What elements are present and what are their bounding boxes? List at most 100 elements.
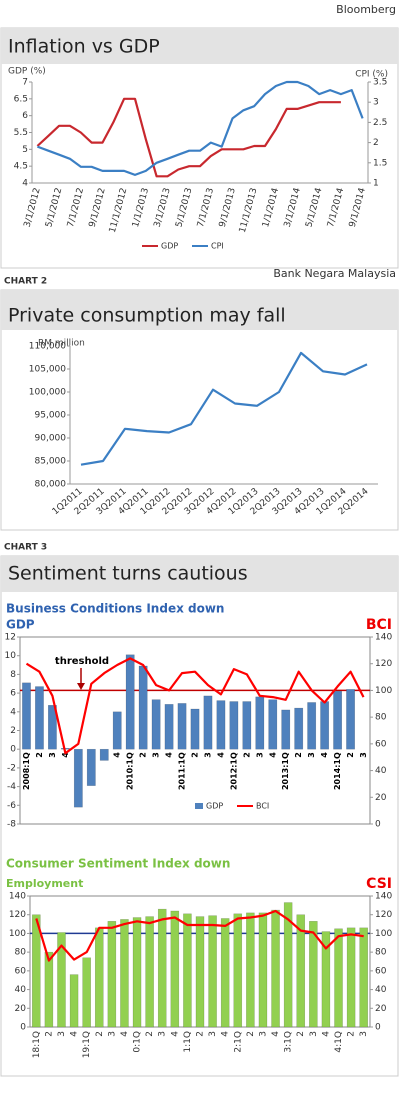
bar [151, 699, 161, 750]
bar [73, 748, 83, 808]
bar [57, 932, 66, 1028]
y-tick-label: 4.5 [14, 162, 28, 172]
bar [255, 696, 265, 750]
y2-tick-label: 1.5 [373, 158, 387, 168]
x-tick-label: 2 [44, 1031, 54, 1037]
panel-header [1, 556, 398, 592]
x-tick-label: 11/1/2013 [238, 187, 260, 234]
y2-tick-label: 140 [375, 633, 392, 643]
y-tick-label: 7 [22, 78, 28, 88]
x-tick-label: 3 [203, 752, 212, 758]
y-tick-label: 10 [5, 651, 17, 661]
bar [283, 902, 293, 1028]
y-tick-label: 4 [22, 179, 28, 189]
y2-tick-label: 40 [375, 985, 387, 995]
x-tick-label: 2 [246, 1031, 256, 1037]
x-tick-label: 2 [294, 752, 303, 758]
y-tick-label: -2 [7, 763, 16, 773]
x-tick-label: 2013:1Q [281, 752, 290, 790]
x-tick-label: 7/1/2012 [66, 187, 86, 229]
bar [346, 689, 355, 750]
chart-title: Inflation vs GDP [8, 36, 160, 58]
y2-tick-label: 60 [375, 966, 387, 976]
y-axis-label: GDP (%) [8, 67, 46, 77]
bar [35, 686, 44, 750]
legend-swatch [195, 803, 203, 809]
y-tick-label: -4 [7, 782, 16, 792]
x-tick-label: 4:1Q [334, 1031, 344, 1053]
y2-tick-label: 0 [375, 1023, 381, 1033]
line [80, 351, 368, 466]
y-tick-label: 80,000 [35, 480, 67, 490]
y2-tick-label: 3 [373, 98, 379, 108]
x-tick-label: 4 [170, 1031, 180, 1037]
bar [246, 912, 255, 1028]
y-tick-label: 0 [20, 1023, 26, 1033]
x-tick-label: 2:1Q [233, 1031, 243, 1053]
y2-tick-label: 20 [375, 1004, 387, 1014]
y-tick-label: 60 [15, 966, 27, 976]
x-tick-label: 3 [255, 752, 264, 758]
bar [309, 921, 318, 1028]
x-tick-label: 2012:1Q [229, 752, 238, 790]
bar [216, 700, 226, 750]
y-axis-label: RM million [38, 339, 85, 349]
y-tick-label: 100 [9, 929, 26, 939]
x-tick-label: 2008:1Q [22, 752, 31, 790]
x-tick-label: 3 [359, 1031, 369, 1037]
y-tick-label: 8 [10, 670, 16, 680]
x-tick-label: 3 [258, 1031, 268, 1037]
y-tick-label: 105,000 [29, 365, 66, 375]
x-tick-label: 19:1Q [82, 1031, 92, 1058]
chart-label: CHART 3 [4, 543, 47, 553]
panel-header [1, 28, 398, 64]
bar [22, 682, 31, 750]
x-tick-label: 2 [346, 752, 355, 758]
bar [125, 654, 135, 750]
line [37, 80, 364, 176]
x-tick-label: 2 [145, 1031, 155, 1037]
y2-tick-label: 120 [375, 659, 392, 669]
y-tick-label: 5 [22, 145, 28, 155]
bar [82, 957, 91, 1028]
bar [132, 917, 142, 1028]
bar [69, 974, 79, 1028]
x-tick-label: 7/1/2014 [326, 187, 346, 229]
x-tick-label: 3:1Q [284, 1031, 294, 1053]
bar [258, 912, 268, 1028]
y2-tick-label: 80 [375, 948, 387, 958]
bar [32, 914, 41, 1028]
bar [271, 909, 280, 1028]
x-tick-label: 4 [321, 1031, 331, 1037]
source: Bloomberg [336, 3, 396, 16]
bar [138, 665, 148, 750]
line [35, 909, 364, 962]
bar [296, 914, 306, 1028]
x-tick-label: 9/1/2014 [348, 187, 368, 229]
y-tick-label: -6 [7, 801, 16, 811]
y-tick-label: -8 [7, 820, 16, 830]
bar [359, 927, 368, 1028]
y2-tick-label: 100 [375, 686, 392, 696]
x-tick-label: 2 [139, 752, 148, 758]
y-tick-label: 80 [15, 948, 27, 958]
x-tick-label: 1/1/2014 [261, 187, 281, 229]
x-tick-label: 3 [309, 1031, 319, 1037]
x-tick-label: 2 [35, 752, 44, 758]
y-tick-label: 12 [5, 633, 16, 643]
y-tick-label: 4 [10, 707, 16, 717]
y-tick-label: 85,000 [35, 457, 67, 467]
y-axis-label: GDP [6, 618, 35, 632]
y2-tick-label: 40 [375, 766, 387, 776]
legend-label: GDP [161, 242, 178, 251]
y-tick-label: 120 [9, 910, 26, 920]
y2-tick-label: 120 [375, 910, 392, 920]
bar [120, 919, 129, 1028]
legend-label: GDP [206, 802, 223, 811]
x-tick-label: 9/1/2012 [88, 187, 108, 229]
y-tick-label: 90,000 [35, 434, 67, 444]
bar [333, 690, 342, 750]
x-tick-label: 4 [120, 1031, 130, 1037]
bar [164, 704, 174, 750]
bar [233, 913, 243, 1028]
